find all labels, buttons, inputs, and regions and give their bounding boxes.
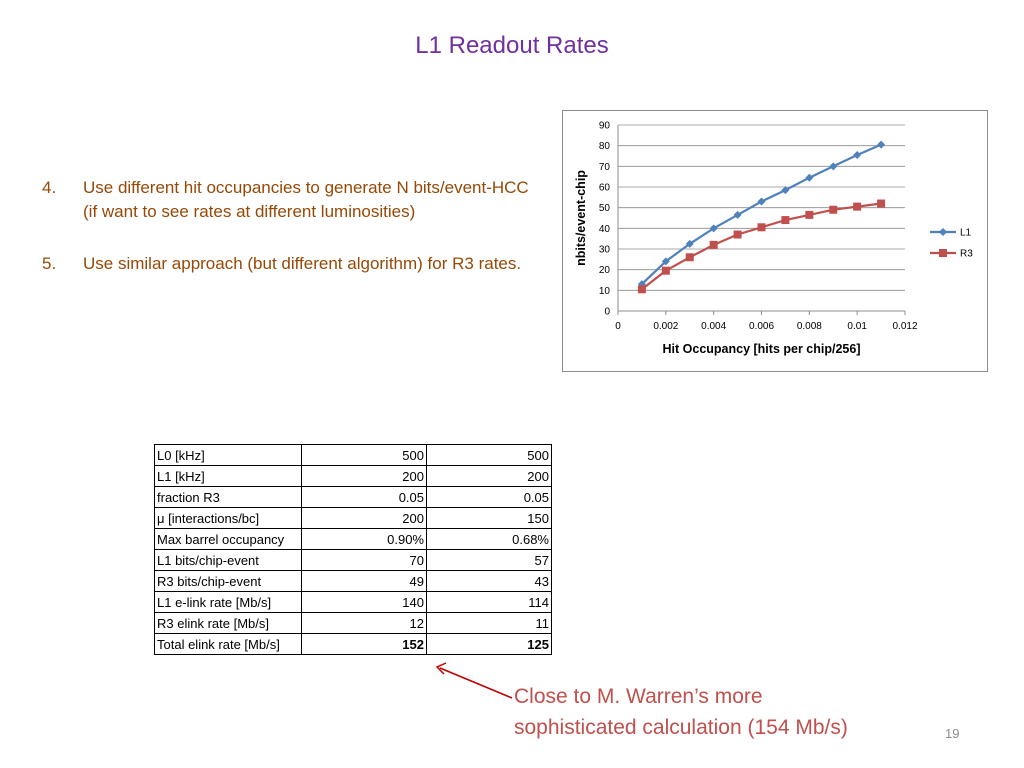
row-label: Total elink rate [Mb/s]: [154, 633, 302, 655]
data-point-r3: [781, 216, 790, 225]
legend-marker: [939, 249, 947, 257]
table-row: L1 bits/chip-event 70 57: [154, 549, 552, 571]
row-label: R3 elink rate [Mb/s]: [154, 612, 302, 634]
table-row: R3 elink rate [Mb/s] 12 11: [154, 612, 552, 634]
bullet-item: 4. Use different hit occupancies to gene…: [42, 176, 542, 224]
slide-title: L1 Readout Rates: [415, 32, 609, 59]
data-point-l1: [685, 239, 694, 248]
data-point-l1: [709, 224, 718, 233]
occupancy-chart: 0 10 20 30 40 50 60 70 80 90 0 0.002 0.004 0.006 0.008…: [574, 121, 973, 357]
bullet-list: 4. Use different hit occupancies to gene…: [42, 176, 542, 304]
data-point-r3: [733, 230, 742, 239]
y-tick-label: 50: [599, 203, 611, 214]
row-value-1: 152: [301, 633, 427, 655]
row-label: fraction R3: [154, 486, 302, 508]
data-point-r3: [877, 199, 886, 208]
x-tick-label: 0.012: [892, 321, 917, 332]
row-label: R3 bits/chip-event: [154, 570, 302, 592]
row-value-2: 150: [426, 507, 552, 529]
row-value-1: 200: [301, 465, 427, 487]
data-point-r3: [805, 210, 814, 219]
data-point-r3: [829, 205, 838, 214]
table-row: L1 [kHz] 200 200: [154, 465, 552, 487]
y-tick-label: 20: [599, 265, 611, 276]
bullet-text: Use different hit occupancies to generat…: [83, 178, 529, 221]
data-point-r3: [661, 266, 670, 275]
x-tick-label: 0.004: [701, 321, 726, 332]
table-row: R3 bits/chip-event 49 43: [154, 570, 552, 592]
row-value-2: 125: [426, 633, 552, 655]
annotation-note: Close to M. Warren’s more sophisticated …: [514, 681, 848, 743]
y-tick-label: 30: [599, 245, 611, 256]
y-tick-label: 10: [599, 286, 611, 297]
bullet-item: 5. Use similar approach (but different a…: [42, 252, 542, 276]
y-tick-label: 0: [604, 307, 610, 318]
x-tick-label: 0.006: [749, 321, 774, 332]
row-label: L1 [kHz]: [154, 465, 302, 487]
chart-frame: 0 10 20 30 40 50 60 70 80 90 0 0.002 0.004 0.006 0.008…: [562, 110, 988, 372]
y-tick-label: 70: [599, 162, 611, 173]
note-line: sophisticated calculation (154 Mb/s): [514, 716, 848, 739]
data-point-l1: [877, 140, 886, 149]
table-row: μ [interactions/bc] 200 150: [154, 507, 552, 529]
y-tick-label: 90: [599, 121, 611, 132]
data-point-l1: [829, 162, 838, 171]
x-tick-label: 0.002: [653, 321, 678, 332]
rates-table: L0 [kHz] 500 500 L1 [kHz] 200 200 fraction R3 0…: [154, 444, 552, 655]
note-line: Close to M. Warren’s more: [514, 685, 763, 708]
x-axis-label: Hit Occupancy [hits per chip/256]: [663, 342, 861, 356]
row-value-1: 49: [301, 570, 427, 592]
y-tick-label: 60: [599, 183, 611, 194]
data-point-r3: [853, 202, 862, 211]
legend-label: R3: [960, 249, 973, 260]
y-tick-label: 80: [599, 141, 611, 152]
data-point-r3: [685, 253, 694, 262]
legend-marker: [939, 228, 947, 236]
x-tick-label: 0: [615, 321, 621, 332]
data-point-l1: [853, 150, 862, 159]
data-point-l1: [757, 197, 766, 206]
data-point-r3: [637, 285, 646, 294]
row-value-1: 0.90%: [301, 528, 427, 550]
table-row: Total elink rate [Mb/s] 152 125: [154, 633, 552, 655]
table-row: L0 [kHz] 500 500: [154, 444, 552, 466]
table-row: fraction R3 0.05 0.05: [154, 486, 552, 508]
row-label: L1 bits/chip-event: [154, 549, 302, 571]
y-tick-label: 40: [599, 224, 611, 235]
legend-label: L1: [960, 228, 972, 239]
row-value-2: 11: [426, 612, 552, 634]
bullet-number: 5.: [42, 254, 57, 273]
page-number: 19: [945, 726, 960, 741]
data-point-l1: [805, 173, 814, 182]
row-value-2: 500: [426, 444, 552, 466]
y-axis-label: nbits/event-chip: [574, 170, 588, 266]
bullet-text: Use similar approach (but different algo…: [83, 254, 522, 273]
data-point-l1: [733, 210, 742, 219]
data-point-l1: [781, 186, 790, 195]
x-tick-label: 0.008: [797, 321, 822, 332]
bullet-number: 4.: [42, 178, 57, 197]
data-point-r3: [709, 240, 718, 249]
row-value-2: 0.05: [426, 486, 552, 508]
data-point-l1: [661, 257, 670, 266]
x-tick-label: 0.01: [847, 321, 867, 332]
data-point-r3: [757, 223, 766, 232]
